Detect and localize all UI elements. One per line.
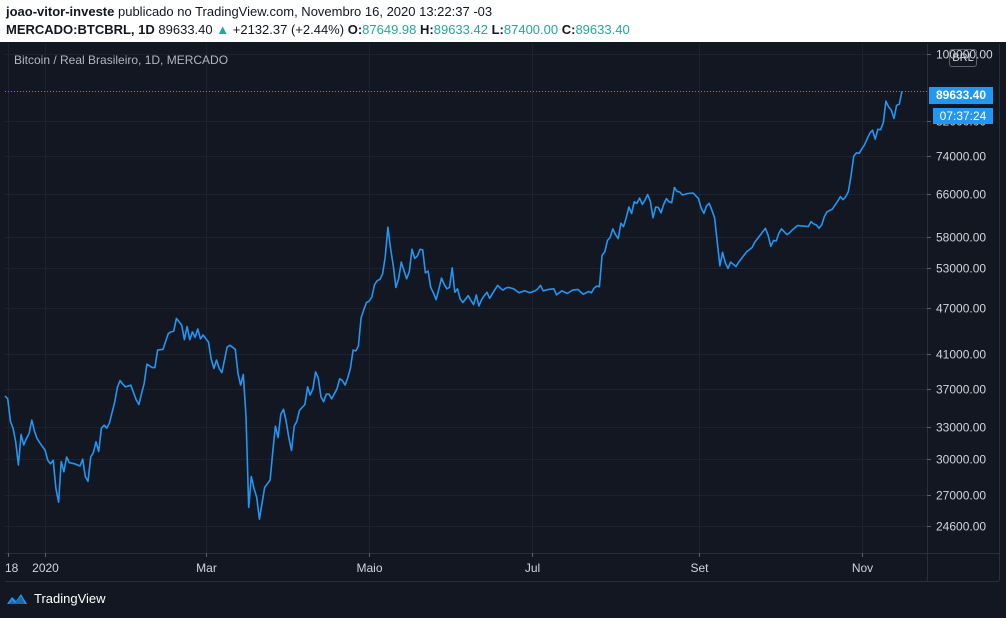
publish-info: joao-vitor-investe publicado no TradingV…: [6, 4, 492, 19]
y-tick-label: 41000.00: [936, 348, 986, 362]
price-axis: 100000.0082000.0074000.0066000.0058000.0…: [927, 48, 993, 534]
author-name[interactable]: joao-vitor-investe: [6, 4, 115, 19]
x-tick-label: Jul: [525, 561, 540, 575]
published-text: publicado no TradingView.com, Novembro 1…: [117, 4, 493, 19]
chart-grid: [5, 44, 1000, 582]
last-price-tag: 89633.40: [929, 87, 993, 104]
x-tick-label: 18: [5, 561, 19, 575]
x-tick-label: 2020: [32, 561, 59, 575]
y-tick-label: 58000.00: [936, 231, 986, 245]
price-series-line: [4, 90, 903, 520]
chart-legend-title: Bitcoin / Real Brasileiro, 1D, MERCADO: [14, 53, 229, 67]
change-value: +2132.37 (+2.44%): [232, 22, 345, 37]
high-value: 89633.42: [433, 22, 488, 37]
low-value: 87400.00: [503, 22, 559, 37]
close-value: 89633.40: [575, 22, 630, 37]
y-tick-label: 30000.00: [936, 453, 986, 467]
publish-header: joao-vitor-investe publicado no TradingV…: [0, 0, 1006, 42]
y-tick-label: 74000.00: [936, 150, 986, 164]
x-tick-label: Set: [690, 561, 709, 575]
close-label: C:: [561, 22, 576, 37]
y-tick-label: 37000.00: [936, 383, 986, 397]
ohlc-summary: MERCADO:BTCBRL, 1D 89633.40 ▲ +2132.37 (…: [6, 22, 630, 37]
last-price: 89633.40: [158, 22, 213, 37]
change-arrow-icon: ▲: [216, 22, 230, 37]
currency-badge[interactable]: BRL: [949, 49, 977, 67]
y-tick-label: 24600.00: [936, 520, 986, 534]
bar-countdown: 07:37:24: [933, 108, 993, 124]
tradingview-logo-icon: [7, 593, 27, 604]
y-tick-label: 27000.00: [936, 489, 986, 503]
tradingview-brand[interactable]: TradingView: [6, 591, 106, 606]
y-tick-label: 33000.00: [936, 421, 986, 435]
x-tick-label: Mar: [196, 561, 217, 575]
x-tick-label: Nov: [852, 561, 873, 575]
x-tick-label: Maio: [356, 561, 382, 575]
y-tick-label: 66000.00: [936, 188, 986, 202]
y-tick-label: 53000.00: [936, 262, 986, 276]
open-value: 87649.98: [362, 22, 417, 37]
high-label: H:: [420, 22, 434, 37]
open-label: O:: [347, 22, 363, 37]
symbol-label: MERCADO:BTCBRL, 1D: [6, 22, 155, 37]
time-axis: 18 2020 Mar Maio Jul Set Nov: [5, 553, 873, 575]
y-tick-label: 47000.00: [936, 302, 986, 316]
low-label: L:: [491, 22, 504, 37]
brand-label: TradingView: [34, 591, 106, 606]
